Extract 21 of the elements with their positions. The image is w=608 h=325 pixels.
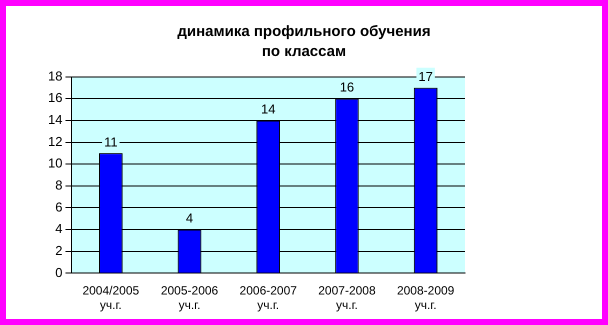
y-tick-label: 4	[55, 221, 62, 236]
y-tick-label: 8	[55, 177, 62, 192]
y-tick-label: 10	[48, 156, 62, 171]
y-tick-label: 16	[48, 90, 62, 106]
x-tick-label: 2004/2005 уч.г.	[82, 284, 140, 312]
y-tick-label: 0	[55, 264, 62, 280]
y-tick-label: 12	[48, 134, 62, 149]
data-label: 11	[104, 134, 118, 150]
data-label: 16	[340, 80, 354, 95]
data-label: 14	[260, 102, 276, 117]
x-tick-label: 2008-2009 уч.г.	[396, 284, 455, 312]
y-tick-label: 2	[55, 242, 62, 258]
chart-title: динамика профильного обучения по классам	[176, 22, 432, 62]
data-label: 4	[186, 210, 194, 226]
y-tick-label: 6	[55, 199, 62, 214]
x-tick-label: 2007-2008 уч.г.	[318, 284, 376, 312]
data-label: 17	[418, 68, 433, 84]
y-tick-label: 18	[48, 68, 62, 84]
x-tick-label: 2005-2006 уч.г.	[160, 284, 219, 312]
y-tick-label: 14	[48, 112, 62, 128]
x-tick-label: 2006-2007 уч.г.	[240, 284, 298, 312]
